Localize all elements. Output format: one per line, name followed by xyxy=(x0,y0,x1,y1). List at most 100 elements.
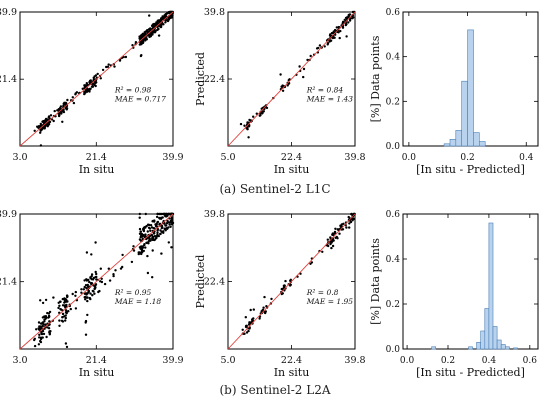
data-point xyxy=(43,320,46,323)
histogram-bar xyxy=(473,132,480,147)
data-point xyxy=(42,323,45,326)
data-point xyxy=(42,332,46,336)
data-point xyxy=(132,245,135,248)
data-point xyxy=(42,120,45,123)
data-point xyxy=(81,87,84,91)
data-point xyxy=(47,116,50,119)
data-point xyxy=(165,224,168,227)
data-point xyxy=(156,28,159,32)
data-point xyxy=(145,241,148,245)
data-point xyxy=(241,328,244,331)
data-point xyxy=(38,336,41,339)
data-point xyxy=(161,22,164,25)
data-point xyxy=(169,221,172,224)
data-point xyxy=(153,22,156,26)
data-point xyxy=(166,19,170,23)
data-point xyxy=(144,31,147,35)
data-point xyxy=(163,227,166,230)
histogram-bar xyxy=(443,143,451,147)
y-tick-label: 21.4 xyxy=(0,74,17,85)
data-point xyxy=(347,15,350,19)
data-point xyxy=(166,214,169,217)
data-point xyxy=(74,92,77,95)
data-point xyxy=(289,278,292,281)
data-point xyxy=(86,283,90,287)
data-point xyxy=(101,68,105,72)
data-point xyxy=(89,276,92,279)
data-point xyxy=(246,128,249,131)
histogram-bar xyxy=(478,141,486,147)
data-point xyxy=(86,299,89,303)
data-point xyxy=(157,34,161,37)
data-point xyxy=(146,254,149,258)
y-tick-label: 0.0 xyxy=(386,345,401,355)
data-point xyxy=(72,101,76,105)
data-point xyxy=(59,106,62,110)
x-tick-label: 21.4 xyxy=(86,355,107,366)
data-point xyxy=(85,287,88,290)
data-point xyxy=(90,273,94,276)
data-point xyxy=(97,290,100,294)
data-point xyxy=(124,55,128,59)
data-point xyxy=(330,246,333,250)
data-point xyxy=(138,43,142,46)
data-point xyxy=(261,110,265,113)
data-point xyxy=(147,226,151,229)
data-point xyxy=(163,212,166,216)
data-point xyxy=(251,318,254,321)
data-point xyxy=(37,321,41,324)
x-tick-label: 39.8 xyxy=(344,355,365,366)
data-point xyxy=(80,291,83,294)
histogram-bar xyxy=(488,222,494,350)
data-point xyxy=(46,326,49,329)
data-point xyxy=(90,278,93,281)
x-tick-label: 3.0 xyxy=(12,152,27,163)
data-point xyxy=(141,41,145,44)
data-point xyxy=(329,242,332,246)
data-point xyxy=(169,225,172,228)
y-axis-label: Predicted xyxy=(194,52,207,106)
data-point xyxy=(33,338,36,342)
data-point xyxy=(108,279,112,282)
data-point xyxy=(143,243,146,246)
data-point xyxy=(95,272,98,276)
data-point xyxy=(144,233,147,236)
fit-line xyxy=(227,213,356,350)
data-point xyxy=(150,24,154,28)
data-point xyxy=(344,23,347,27)
data-point xyxy=(61,320,65,323)
data-point xyxy=(263,311,266,314)
data-point xyxy=(140,232,143,236)
data-point xyxy=(61,120,64,124)
data-point xyxy=(151,31,155,34)
data-point xyxy=(333,28,337,32)
data-point xyxy=(328,40,331,43)
data-point xyxy=(38,325,41,328)
histogram-bar xyxy=(480,330,486,350)
data-point xyxy=(84,298,87,301)
y-tick-label: 22.4 xyxy=(204,74,225,85)
data-point xyxy=(41,301,45,305)
data-point xyxy=(170,223,174,226)
data-point xyxy=(74,294,77,297)
data-point xyxy=(336,237,339,240)
data-point xyxy=(258,317,261,320)
data-point xyxy=(39,144,43,147)
data-point xyxy=(61,312,65,316)
data-point xyxy=(90,253,93,256)
data-point xyxy=(245,324,248,328)
stat-mae: MAE = 0.717 xyxy=(114,94,166,103)
data-point xyxy=(349,220,353,224)
x-tick-label: 0.4 xyxy=(482,356,497,366)
y-tick-label: 22.4 xyxy=(204,277,225,288)
data-point xyxy=(141,237,144,240)
data-point xyxy=(149,239,152,242)
histogram-bar xyxy=(431,346,437,350)
data-point xyxy=(161,226,164,229)
data-point xyxy=(85,251,89,254)
data-point xyxy=(164,21,167,24)
caption-row-1: (a) Sentinel-2 L1C xyxy=(219,182,331,196)
data-point xyxy=(82,288,86,291)
